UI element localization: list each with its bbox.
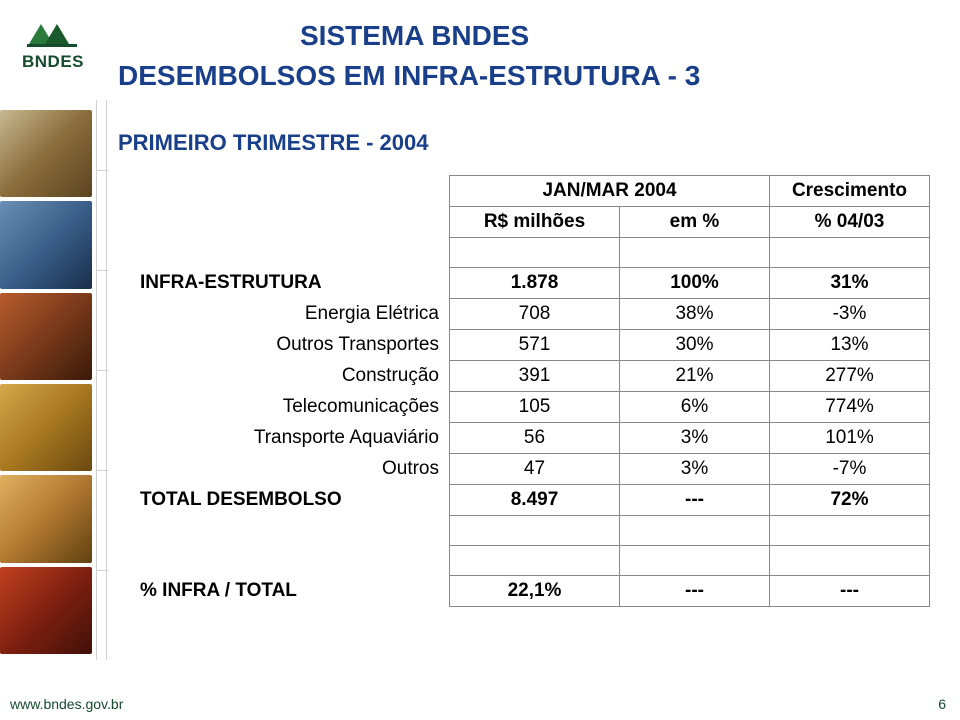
row-label: Construção (140, 361, 450, 392)
sidebar-photo (0, 567, 92, 654)
cell-value: 31% (770, 268, 930, 299)
sidebar-photo (0, 475, 92, 562)
header-unit: R$ milhões (450, 207, 620, 238)
header-growth: Crescimento (770, 176, 930, 207)
cell-value: 708 (450, 299, 620, 330)
cell-value: 56 (450, 423, 620, 454)
logo-mark-icon (23, 18, 83, 50)
cell-value: 105 (450, 392, 620, 423)
row-label: % INFRA / TOTAL (140, 576, 450, 607)
cell-value: 30% (620, 330, 770, 361)
row-label: Energia Elétrica (140, 299, 450, 330)
cell-value: 21% (620, 361, 770, 392)
footer-url: www.bndes.gov.br (10, 696, 123, 712)
header-pct: em % (620, 207, 770, 238)
row-label: Outros (140, 454, 450, 485)
cell-value: -7% (770, 454, 930, 485)
cell-value: 6% (620, 392, 770, 423)
cell-value: 101% (770, 423, 930, 454)
cell-value: 1.878 (450, 268, 620, 299)
header-empty (140, 207, 450, 238)
cell-value: --- (620, 576, 770, 607)
cell-value: 22,1% (450, 576, 620, 607)
horizontal-separator (96, 470, 108, 471)
cell-value: 72% (770, 485, 930, 516)
cell-value: 8.497 (450, 485, 620, 516)
title-line-2: DESEMBOLSOS EM INFRA-ESTRUTURA - 3 (118, 60, 700, 92)
row-label: INFRA-ESTRUTURA (140, 268, 450, 299)
photo-strip (0, 110, 92, 658)
cell-value: 391 (450, 361, 620, 392)
row-infra-estrutura: INFRA-ESTRUTURA 1.878 100% 31% (140, 268, 930, 299)
header-pct-growth: % 04/03 (770, 207, 930, 238)
sidebar: BNDES (0, 0, 106, 720)
sidebar-photo (0, 201, 92, 288)
row-outros: Outros 47 3% -7% (140, 454, 930, 485)
logo-text: BNDES (10, 52, 96, 72)
horizontal-separator (96, 370, 108, 371)
horizontal-separator (96, 570, 108, 571)
table-header-row-2: R$ milhões em % % 04/03 (140, 207, 930, 238)
table-spacer-row (140, 516, 930, 546)
vertical-separator (106, 100, 107, 660)
title-line-1: SISTEMA BNDES (300, 20, 529, 52)
sidebar-photo (0, 110, 92, 197)
cell-value: --- (770, 576, 930, 607)
table-header-row-1: JAN/MAR 2004 Crescimento (140, 176, 930, 207)
page-number: 6 (938, 696, 946, 712)
row-label: Transporte Aquaviário (140, 423, 450, 454)
subtitle: PRIMEIRO TRIMESTRE - 2004 (118, 130, 429, 156)
header-empty (140, 176, 450, 207)
row-label: Telecomunicações (140, 392, 450, 423)
cell-value: -3% (770, 299, 930, 330)
row-transportes: Outros Transportes 571 30% 13% (140, 330, 930, 361)
table-spacer-row (140, 238, 930, 268)
cell-value: 571 (450, 330, 620, 361)
data-table: JAN/MAR 2004 Crescimento R$ milhões em %… (140, 175, 930, 607)
sidebar-photo (0, 293, 92, 380)
row-total: TOTAL DESEMBOLSO 8.497 --- 72% (140, 485, 930, 516)
row-ratio: % INFRA / TOTAL 22,1% --- --- (140, 576, 930, 607)
cell-value: 47 (450, 454, 620, 485)
sidebar-photo (0, 384, 92, 471)
row-construcao: Construção 391 21% 277% (140, 361, 930, 392)
row-label: Outros Transportes (140, 330, 450, 361)
row-label: TOTAL DESEMBOLSO (140, 485, 450, 516)
bndes-logo: BNDES (10, 18, 96, 72)
cell-value: 774% (770, 392, 930, 423)
horizontal-separator (96, 170, 108, 171)
cell-value: 100% (620, 268, 770, 299)
vertical-separator (96, 100, 97, 660)
horizontal-separator (96, 270, 108, 271)
cell-value: 38% (620, 299, 770, 330)
row-energia: Energia Elétrica 708 38% -3% (140, 299, 930, 330)
cell-value: 277% (770, 361, 930, 392)
header-period: JAN/MAR 2004 (450, 176, 770, 207)
row-telecom: Telecomunicações 105 6% 774% (140, 392, 930, 423)
cell-value: 3% (620, 454, 770, 485)
cell-value: 13% (770, 330, 930, 361)
row-aquaviario: Transporte Aquaviário 56 3% 101% (140, 423, 930, 454)
cell-value: 3% (620, 423, 770, 454)
cell-value: --- (620, 485, 770, 516)
table-spacer-row (140, 546, 930, 576)
